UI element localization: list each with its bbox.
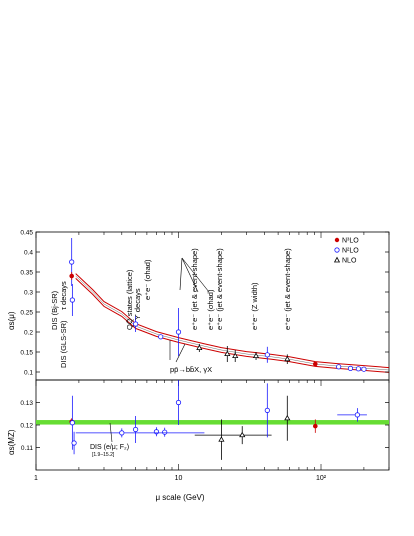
upper-annotation: τ decays: [59, 281, 68, 310]
band-center-line: [75, 275, 390, 371]
upper-n3lo-point: [69, 273, 74, 279]
lower-nlo-point: [218, 436, 225, 442]
legend: N³LO N²LO NLO: [333, 237, 359, 265]
upper-y-tick-label: 0.2: [24, 330, 33, 337]
upper-annotation: QQ̄ states (lattice): [125, 269, 134, 330]
x-tick-label: 1: [34, 475, 38, 482]
upper-nlo-point: [252, 352, 260, 358]
lower-n2lo-point: [119, 430, 125, 436]
upper-n2lo-point: [158, 334, 164, 340]
upper-y-tick-label: 0.35: [20, 270, 33, 277]
legend-n2lo-marker: [334, 247, 340, 253]
upper-n2lo-point: [69, 259, 75, 265]
legend-label: N²LO: [342, 248, 359, 255]
lower-n2lo-point: [71, 440, 77, 446]
lower-n3lo-point: [313, 423, 318, 429]
lower-n2lo-point: [175, 399, 182, 406]
upper-n2lo-point: [336, 364, 342, 370]
lower-y-axis: 0.11 0.12 0.13: [20, 400, 389, 452]
upper-n3lo-point: [313, 361, 318, 367]
upper-nlo-point: [224, 350, 231, 356]
x-tick-label: 10²: [316, 475, 327, 482]
dis-f2-label: DIS (e/μ; F₂): [90, 444, 129, 451]
lower-nlo-point: [284, 414, 291, 421]
lower-plot-frame: [35, 379, 390, 471]
upper-nlo-point: [284, 355, 291, 362]
upper-annotation: DIS (GLS-SR): [59, 320, 68, 368]
legend-nlo-marker: [333, 256, 341, 263]
annotation-arrow: [175, 343, 186, 363]
annotation-arrow: [181, 257, 199, 293]
upper-annotation: e⁺e⁻ (σhad): [143, 259, 152, 300]
running-coupling-band: [75, 273, 390, 373]
lower-n2lo-point: [264, 407, 270, 413]
upper-y-label: αs(μ): [7, 311, 16, 330]
upper-annotation: e⁺e⁻ (jet & event-shape): [215, 248, 224, 330]
upper-n2lo-point: [347, 365, 354, 371]
upper-n2lo-point: [355, 366, 362, 372]
upper-n2lo-point: [69, 297, 75, 303]
upper-n2lo-point: [264, 352, 270, 358]
upper-n2lo-point: [175, 329, 182, 335]
upper-annotation: e⁺e⁻ (Z width): [250, 282, 259, 330]
annotation-arrow: [181, 257, 210, 293]
legend-label: NLO: [342, 258, 357, 265]
lower-y-tick-label: 0.12: [20, 423, 33, 430]
upper-y-tick-label: 0.1: [24, 370, 33, 377]
lower-n2lo-point: [69, 420, 75, 426]
upper-data-points: [69, 238, 367, 372]
band-edge-upper: [75, 273, 390, 369]
lower-n2lo-point: [354, 412, 360, 418]
upper-nlo-point: [232, 352, 239, 358]
upper-n2lo-point: [361, 366, 367, 372]
upper-annotation: DIS (Bj-SR): [50, 290, 59, 330]
legend-label: N³LO: [342, 238, 359, 245]
upper-nlo-point: [196, 344, 203, 350]
upper-annotation: e⁺e⁻ (σhad): [206, 289, 215, 330]
upper-y-axis: 0.1 0.15 0.2 0.25 0.3 0.35 0.4 0.45: [20, 230, 389, 377]
upper-y-tick-label: 0.25: [20, 310, 33, 317]
upper-n2lo-point: [133, 321, 139, 327]
dis-f2-arrow: [109, 422, 113, 443]
lower-y-label: αs(MZ): [7, 429, 16, 455]
upper-annotation: ϒ decays: [133, 288, 142, 320]
upper-y-tick-label: 0.15: [20, 350, 33, 357]
annotation-arrow: [179, 257, 183, 291]
upper-annotation: pp̄→bb̄X, γX: [170, 365, 212, 374]
lower-n2lo-point: [153, 429, 160, 435]
lower-nlo-point: [239, 431, 246, 438]
upper-y-tick-label: 0.4: [24, 250, 33, 257]
upper-y-tick-label: 0.3: [24, 290, 33, 297]
upper-annotation: e⁺e⁻ (jet & event-shape): [190, 248, 199, 330]
upper-annotation: e⁺e⁻ (jet & event-shape): [283, 248, 292, 330]
lower-y-tick-label: 0.13: [20, 400, 33, 407]
world-average-band: [36, 420, 389, 425]
lower-n2lo-point: [162, 429, 168, 435]
x-axis-label: μ scale (GeV): [155, 493, 204, 502]
upper-panel: 0.10.150.20.250.30.350.40.45 τ decaysDIS…: [7, 230, 390, 381]
lower-data-points: [69, 380, 367, 460]
lower-y-tick-label: 0.11: [21, 445, 34, 452]
upper-y-tick-label: 0.45: [20, 230, 33, 237]
x-axis: 1 10 10²: [34, 232, 390, 482]
lower-panel: 0.11 0.12 0.13 1 10 10² DIS (e/μ; F₂)[1.9–15…: [7, 232, 390, 502]
x-tick-label: 10: [175, 475, 183, 482]
dis-f2-range: [1.9–15.2]: [92, 452, 115, 458]
legend-n3lo-marker: [334, 237, 340, 243]
band-edge-lower: [75, 278, 390, 373]
lower-n2lo-point: [133, 426, 139, 433]
lower-annotations: DIS (e/μ; F₂)[1.9–15.2]: [90, 422, 129, 458]
